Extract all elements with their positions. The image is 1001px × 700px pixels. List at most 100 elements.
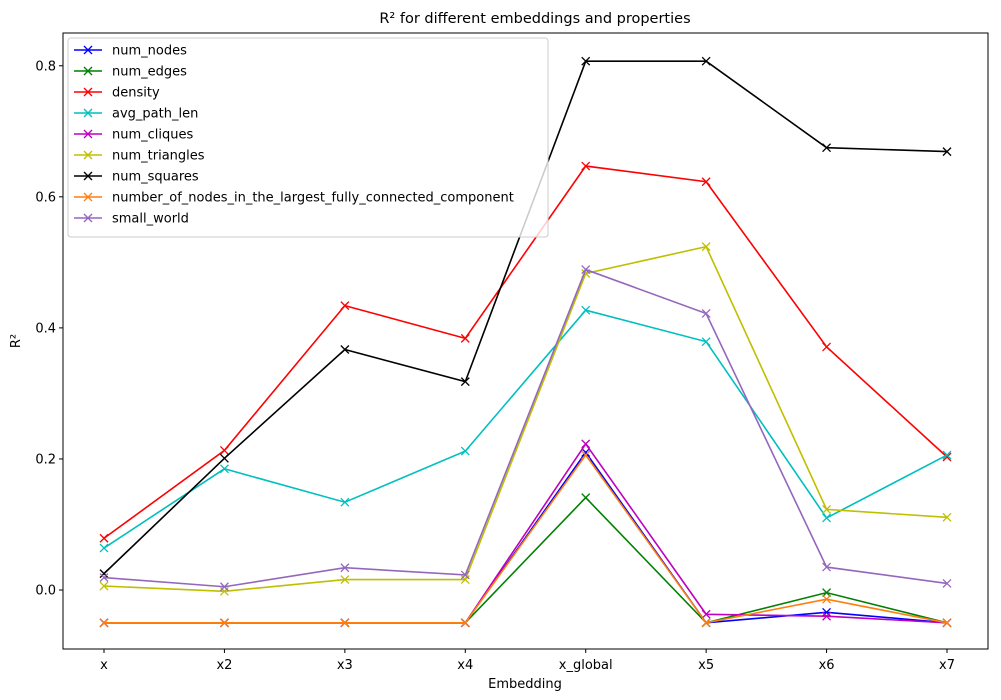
data-point: [701, 618, 711, 628]
y-tick-label: 0.6: [35, 190, 56, 205]
legend-item: num_squares: [74, 170, 199, 185]
data-point: [460, 446, 470, 456]
data-point: [581, 493, 591, 503]
series-small_world: [99, 265, 952, 592]
legend-item: num_cliques: [74, 128, 194, 143]
data-point: [460, 377, 470, 387]
data-point: [942, 147, 952, 157]
x-tick-label: x2: [216, 658, 232, 673]
data-point: [822, 504, 832, 514]
data-point: [219, 582, 229, 592]
data-point: [701, 177, 711, 187]
legend-marker: [83, 87, 93, 97]
legend-label: num_nodes: [112, 44, 187, 59]
data-point: [219, 464, 229, 474]
series-layer: [99, 56, 952, 628]
series-avg_path_len: [99, 305, 952, 553]
legend-marker: [83, 129, 93, 139]
legend-item: density: [74, 86, 160, 101]
data-point: [340, 301, 350, 311]
data-point: [822, 611, 832, 621]
legend-item: number_of_nodes_in_the_largest_fully_con…: [74, 191, 514, 206]
data-point: [701, 56, 711, 66]
data-point: [99, 533, 109, 543]
legend-marker: [83, 213, 93, 223]
data-point: [99, 573, 109, 583]
y-tick-label: 0.2: [35, 452, 56, 467]
x-tick-label: x: [100, 658, 108, 673]
legend-label: small_world: [112, 212, 189, 227]
data-point: [99, 569, 109, 579]
series-line: [103, 245, 948, 593]
data-point: [340, 497, 350, 507]
series-number_of_nodes_in_the_largest_fully_connected_component: [99, 450, 952, 628]
data-point: [701, 242, 711, 252]
chart-title: R² for different embeddings and properti…: [379, 11, 690, 27]
data-point: [822, 143, 832, 153]
legend-label: num_edges: [112, 65, 187, 80]
data-point: [99, 543, 109, 553]
data-point: [460, 570, 470, 580]
data-point: [99, 581, 109, 591]
x-axis: x x2 x3 x4 x_global x5 x6 x7: [100, 649, 955, 673]
series-line: [104, 453, 948, 624]
legend-label: number_of_nodes_in_the_largest_fully_con…: [112, 191, 514, 206]
data-point: [822, 342, 832, 352]
legend-label: num_squares: [112, 170, 199, 185]
data-point: [822, 607, 832, 617]
data-point: [942, 618, 952, 628]
y-tick-label: 0.8: [35, 59, 56, 74]
data-point: [460, 618, 470, 628]
x-tick-label: x6: [819, 658, 835, 673]
data-point: [99, 618, 109, 628]
legend-item: avg_path_len: [74, 107, 198, 122]
data-point: [822, 562, 832, 572]
x-tick-label: x3: [337, 658, 353, 673]
data-point: [340, 618, 350, 628]
x-tick-label: x4: [457, 658, 473, 673]
legend-item: num_edges: [74, 65, 187, 80]
data-point: [219, 453, 229, 463]
data-point: [581, 265, 591, 275]
legend-marker: [83, 108, 93, 118]
legend-marker: [83, 66, 93, 76]
data-point: [942, 450, 952, 460]
data-point: [340, 575, 350, 584]
x-tick-label: x7: [939, 658, 955, 673]
legend-frame: [67, 37, 549, 238]
x-axis-label: Embedding: [488, 677, 562, 692]
data-point: [942, 512, 952, 522]
x-tick-label: x5: [698, 658, 714, 673]
data-point: [822, 588, 832, 598]
y-tick-label: 0.0: [35, 584, 56, 599]
legend-marker: [83, 150, 93, 160]
series-line: [103, 309, 948, 549]
data-point: [942, 579, 952, 588]
data-point: [822, 513, 832, 523]
data-point: [822, 594, 832, 604]
legend-label: avg_path_len: [112, 107, 198, 122]
data-point: [701, 309, 711, 318]
series-line: [103, 165, 948, 539]
series-line: [103, 268, 948, 588]
legend-label: density: [112, 86, 160, 101]
data-point: [340, 345, 350, 354]
data-point: [942, 452, 952, 462]
data-point: [581, 447, 591, 457]
legend-marker: [83, 171, 93, 181]
legend-label: num_cliques: [112, 128, 194, 143]
legend-label: num_triangles: [112, 149, 205, 164]
y-axis-label: R²: [9, 334, 24, 348]
y-tick-label: 0.4: [35, 321, 56, 336]
series-density: [99, 161, 952, 543]
data-point: [460, 333, 470, 343]
legend-item: num_triangles: [74, 149, 205, 164]
data-point: [219, 618, 229, 628]
legend-item: small_world: [74, 212, 189, 227]
data-point: [581, 439, 591, 449]
data-point: [701, 337, 711, 347]
data-point: [701, 609, 711, 619]
data-point: [340, 563, 350, 573]
